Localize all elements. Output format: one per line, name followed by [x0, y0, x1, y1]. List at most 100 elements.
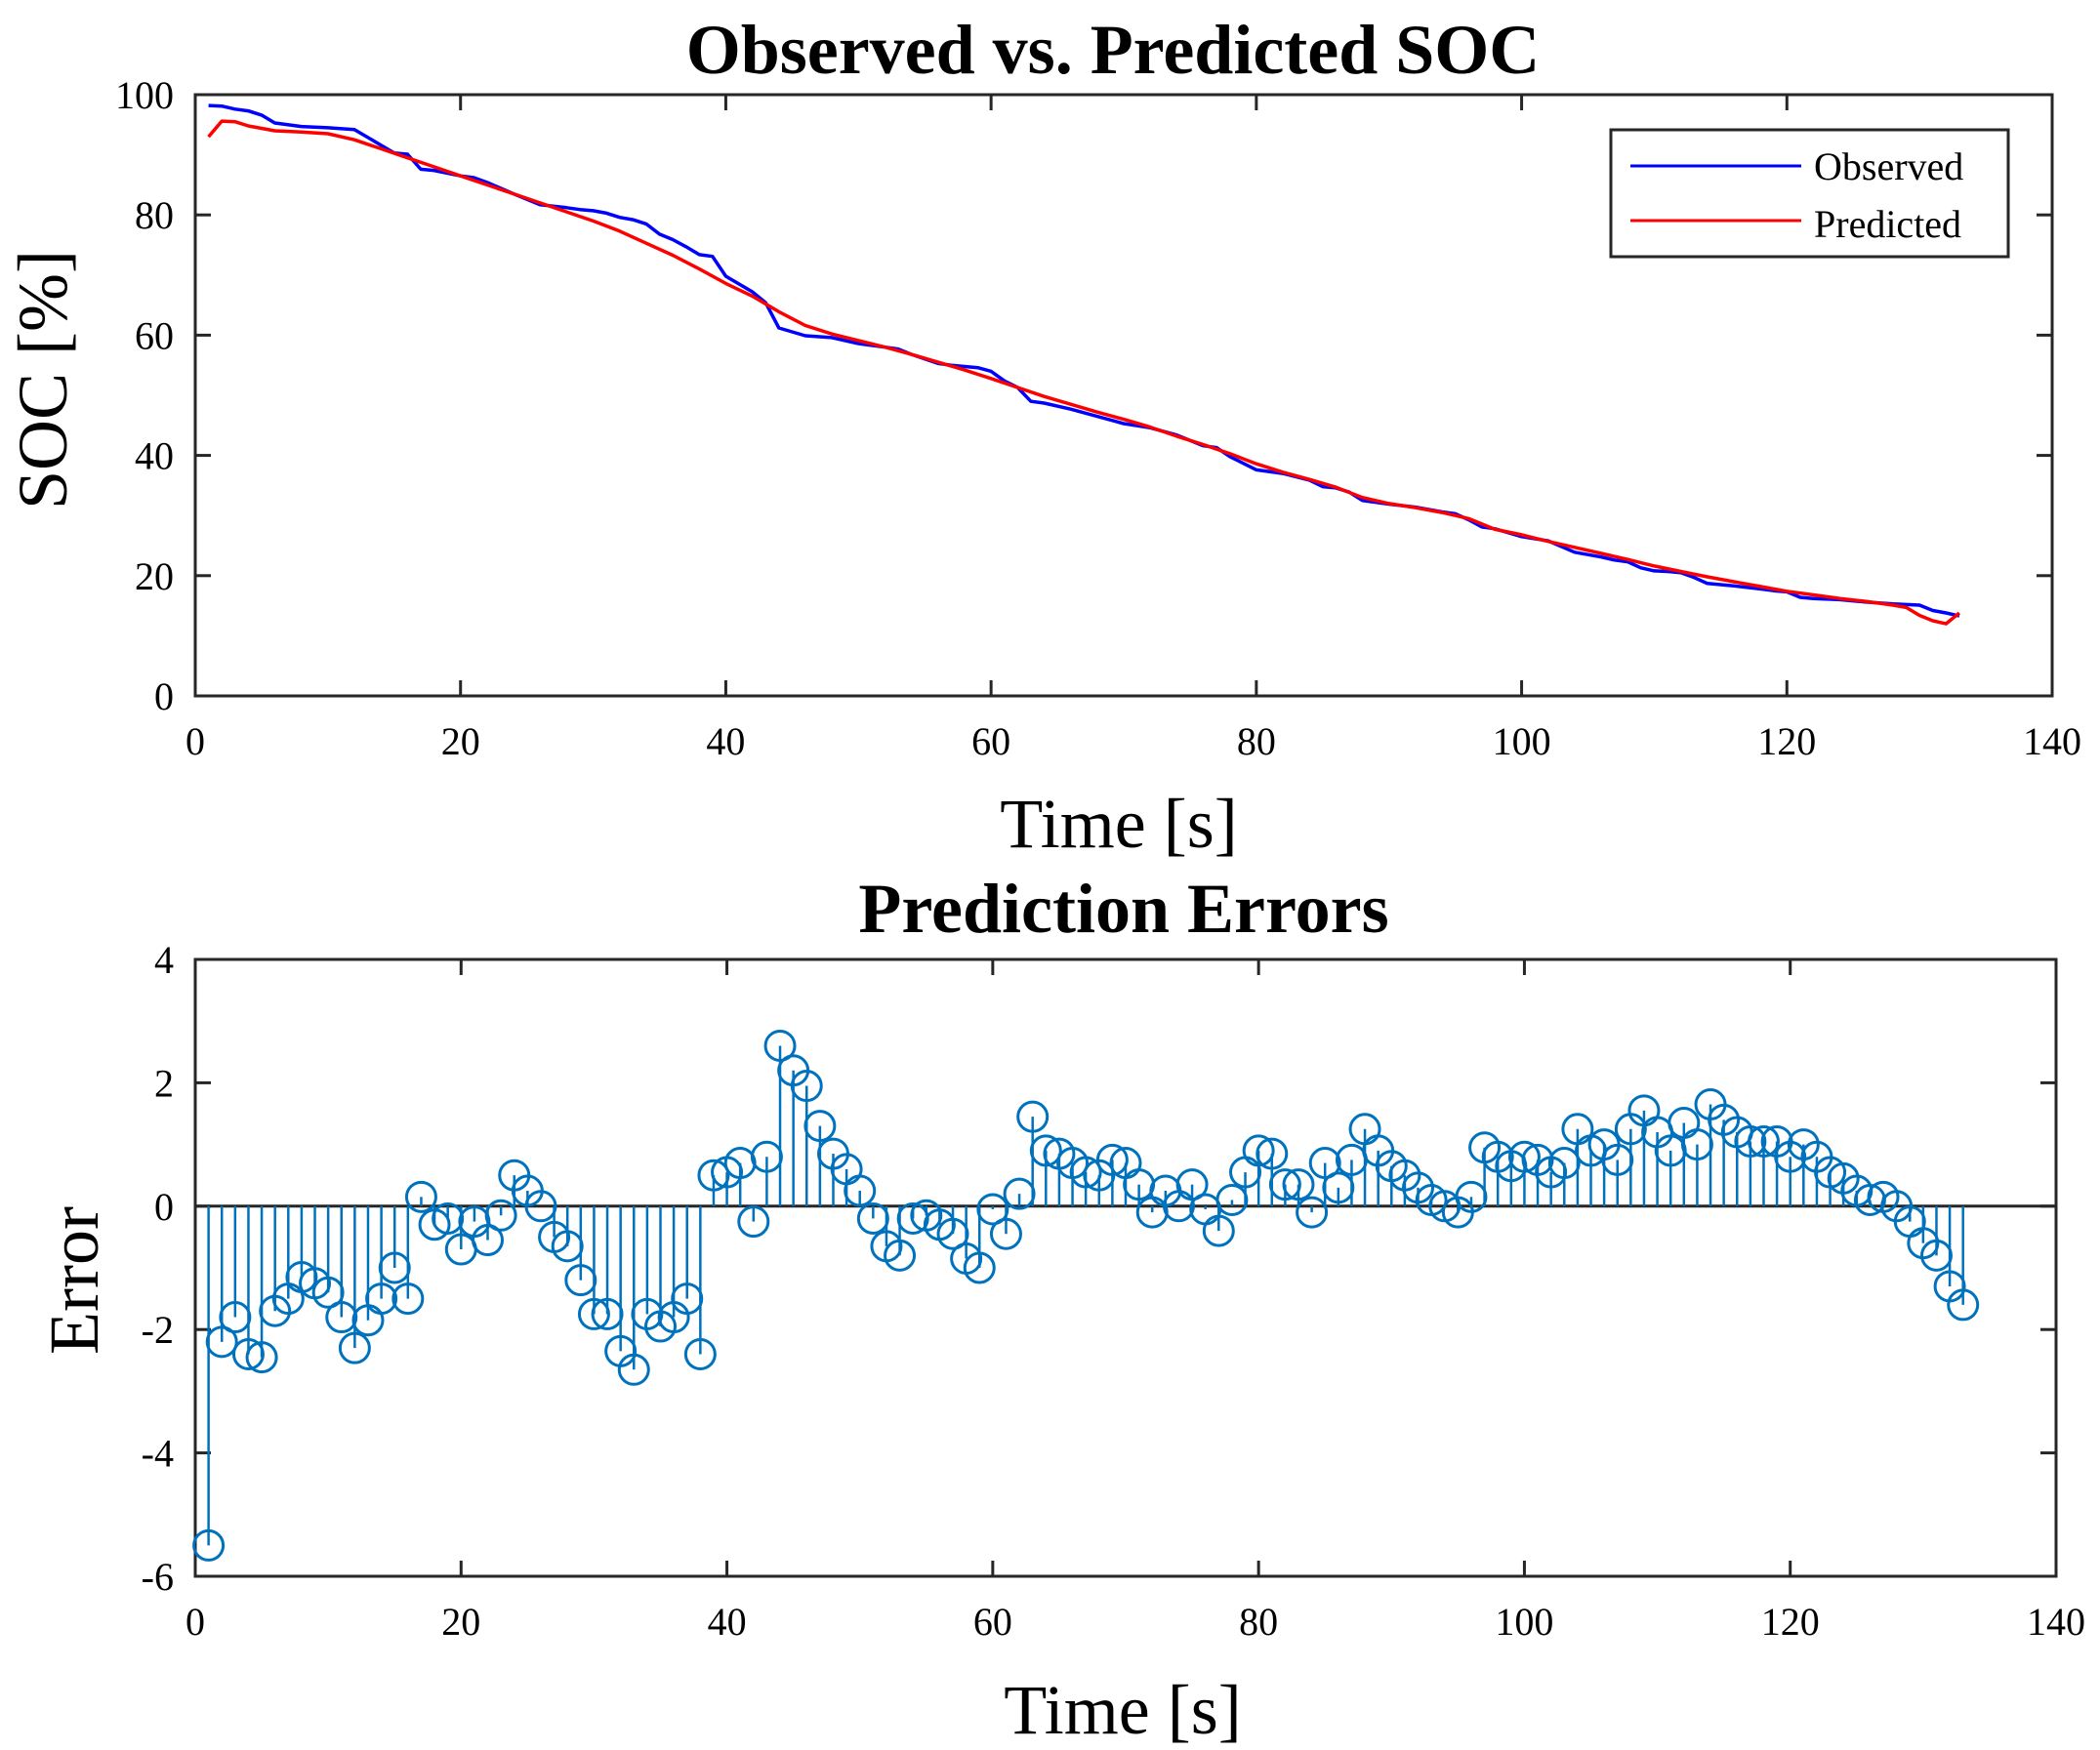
errors-x-tick-label: 100: [1495, 1600, 1553, 1644]
error-marker: [1069, 1156, 1102, 1189]
soc-axes-frame: [193, 93, 2054, 698]
error-marker: [763, 1029, 797, 1062]
error-marker: [884, 1239, 917, 1272]
soc-y-tick-label: 60: [135, 313, 174, 357]
error-marker: [1507, 1140, 1541, 1173]
error-marker: [1547, 1147, 1581, 1180]
soc-x-tick-label: 20: [441, 719, 480, 763]
errors-x-tick-label: 120: [1761, 1600, 1820, 1644]
error-marker: [1215, 1183, 1249, 1216]
errors-x-tick-label: 80: [1239, 1600, 1278, 1644]
soc-x-tick-label: 0: [185, 719, 205, 763]
error-marker: [231, 1337, 265, 1370]
soc-y-tick-label: 0: [154, 674, 174, 718]
soc-plot-area: [193, 93, 2054, 698]
legend-box: [1609, 128, 2010, 259]
error-marker: [1455, 1180, 1488, 1213]
error-marker: [551, 1230, 584, 1263]
errors-x-tick-label: 20: [441, 1600, 480, 1644]
errors-y-tick-label: -6: [142, 1555, 174, 1599]
error-marker: [205, 1325, 238, 1359]
error-marker: [1175, 1168, 1209, 1201]
errors-y-tick-label: 0: [154, 1185, 174, 1229]
error-marker: [1268, 1168, 1301, 1201]
error-marker: [803, 1110, 837, 1143]
errors-plot-area: [192, 957, 2058, 1578]
soc-panel: Observed vs. Predicted SOC 0 20 40 60 80 100 1…: [4, 11, 2081, 863]
errors-y-tick-label: -4: [142, 1432, 174, 1476]
error-marker: [1734, 1124, 1767, 1158]
soc-chart-title: Observed vs. Predicted SOC: [686, 11, 1541, 89]
errors-x-axis-label: Time [s]: [1004, 1671, 1241, 1749]
error-marker: [1016, 1100, 1050, 1133]
soc-x-tick-label: 40: [706, 719, 745, 763]
error-marker: [484, 1199, 517, 1232]
error-marker: [1322, 1171, 1355, 1204]
error-marker: [844, 1174, 877, 1207]
soc-y-tick-label: 80: [135, 193, 174, 237]
error-marker: [591, 1297, 624, 1330]
errors-y-tick-label: -2: [142, 1308, 174, 1352]
errors-panel: Prediction Errors 0 20 40 60 80 100 120 140-6-4…: [35, 870, 2085, 1749]
errors-y-tick-label: 2: [154, 1061, 174, 1105]
soc-x-axis-label: Time [s]: [1000, 785, 1237, 863]
errors-x-tick-label: 0: [185, 1600, 205, 1644]
error-marker: [963, 1251, 996, 1284]
error-marker: [219, 1301, 252, 1334]
error-marker: [472, 1224, 505, 1257]
errors-tick-labels: 0 20 40 60 80 100 120 140 -6 -4 -2 0 2 4: [142, 938, 2085, 1644]
errors-axes-frame: [193, 957, 2058, 1578]
error-marker: [1947, 1288, 1980, 1322]
error-marker: [391, 1282, 425, 1316]
error-marker: [671, 1282, 704, 1316]
error-marker: [311, 1276, 345, 1309]
errors-chart-title: Prediction Errors: [858, 870, 1388, 948]
error-marker: [1680, 1128, 1713, 1161]
error-marker: [1747, 1124, 1780, 1158]
error-marker: [1601, 1143, 1634, 1176]
series-line-observed: [208, 103, 1960, 618]
error-marker: [378, 1251, 411, 1284]
soc-x-tick-label: 140: [2023, 719, 2081, 763]
series-line-predicted: [207, 119, 1961, 626]
error-marker: [365, 1282, 398, 1316]
error-marker: [245, 1341, 278, 1374]
errors-y-tick-label: 4: [154, 938, 174, 982]
error-marker: [1308, 1147, 1341, 1180]
errors-x-tick-label: 40: [708, 1600, 747, 1644]
error-marker: [976, 1193, 1009, 1226]
error-marker: [683, 1337, 717, 1370]
errors-y-axis-label: Error: [35, 1206, 113, 1355]
error-marker: [750, 1140, 783, 1173]
soc-tick-labels: 0 20 40 60 80 100 120 140 0 20 40 60 80 100: [115, 73, 2081, 763]
error-marker: [432, 1201, 465, 1235]
error-marker: [936, 1217, 969, 1250]
error-marker: [1256, 1137, 1289, 1170]
legend-predicted-label: Predicted: [1814, 202, 1961, 246]
error-marker: [1296, 1196, 1329, 1229]
error-marker: [338, 1331, 371, 1364]
error-marker: [1919, 1239, 1953, 1272]
error-marker: [989, 1217, 1022, 1250]
soc-legend: Observed Predicted: [1609, 128, 2010, 259]
soc-y-tick-label: 40: [135, 434, 174, 478]
error-marker: [737, 1205, 770, 1239]
error-marker: [1202, 1214, 1235, 1247]
soc-x-tick-label: 60: [971, 719, 1010, 763]
error-marker: [856, 1201, 889, 1235]
error-marker: [617, 1353, 650, 1386]
errors-x-tick-label: 140: [2027, 1600, 2085, 1644]
error-marker: [697, 1159, 730, 1192]
soc-y-axis-label: SOC [%]: [4, 250, 82, 509]
soc-x-tick-label: 120: [1757, 719, 1816, 763]
error-marker: [1003, 1177, 1036, 1210]
soc-x-tick-label: 80: [1237, 719, 1276, 763]
error-marker: [1282, 1168, 1315, 1201]
soc-y-tick-label: 20: [135, 554, 174, 598]
error-marker: [790, 1070, 823, 1103]
error-marker: [564, 1264, 597, 1297]
errors-x-tick-label: 60: [973, 1600, 1012, 1644]
legend-observed-label: Observed: [1814, 144, 1963, 188]
error-marker: [192, 1528, 226, 1562]
